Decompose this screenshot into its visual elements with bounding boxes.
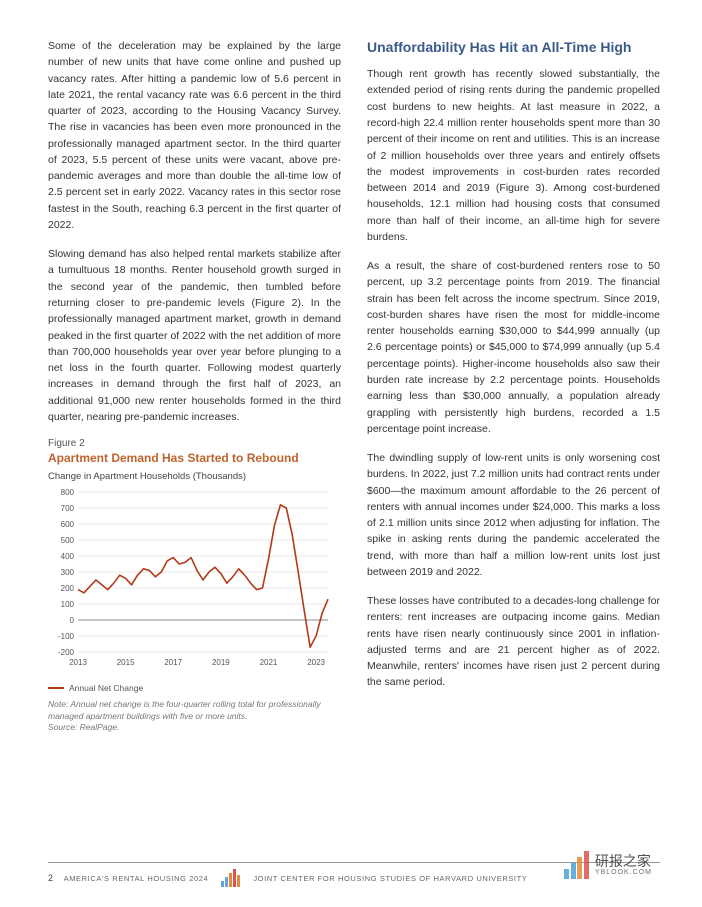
right-para-3: The dwindling supply of low-rent units i… xyxy=(367,450,660,580)
legend-swatch xyxy=(48,687,64,689)
svg-text:700: 700 xyxy=(61,504,75,513)
watermark-sub: YBLOOK.COM xyxy=(595,869,652,876)
figure-subtitle: Change in Apartment Households (Thousand… xyxy=(48,471,338,482)
watermark-bars-icon xyxy=(564,851,589,879)
svg-text:100: 100 xyxy=(61,600,75,609)
left-para-1: Some of the deceleration may be explaine… xyxy=(48,38,341,233)
svg-text:300: 300 xyxy=(61,568,75,577)
svg-text:2019: 2019 xyxy=(212,658,230,667)
svg-text:2015: 2015 xyxy=(117,658,135,667)
footer-bars-icon xyxy=(221,869,240,887)
figure-title: Apartment Demand Has Started to Rebound xyxy=(48,451,338,465)
footer-text-right: JOINT CENTER FOR HOUSING STUDIES OF HARV… xyxy=(253,874,527,883)
watermark-title: 研报之家 xyxy=(595,854,652,869)
right-para-2: As a result, the share of cost-burdened … xyxy=(367,258,660,437)
legend-text: Annual Net Change xyxy=(69,683,143,693)
svg-text:-100: -100 xyxy=(58,632,75,641)
right-para-4: These losses have contributed to a decad… xyxy=(367,593,660,691)
right-column: Unaffordability Has Hit an All-Time High… xyxy=(367,38,660,734)
footer-text-left: AMERICA'S RENTAL HOUSING 2024 xyxy=(64,874,209,883)
chart-source: Source: RealPage. xyxy=(48,722,338,733)
svg-text:400: 400 xyxy=(61,552,75,561)
figure-2: Figure 2 Apartment Demand Has Started to… xyxy=(48,438,338,733)
watermark: 研报之家 YBLOOK.COM xyxy=(564,851,652,879)
page-content: Some of the deceleration may be explaine… xyxy=(0,0,702,734)
chart-note: Note: Annual net change is the four-quar… xyxy=(48,699,338,722)
page-number: 2 xyxy=(48,873,54,883)
svg-text:2013: 2013 xyxy=(69,658,87,667)
svg-text:200: 200 xyxy=(61,584,75,593)
svg-text:0: 0 xyxy=(70,616,75,625)
svg-text:2023: 2023 xyxy=(307,658,325,667)
section-heading: Unaffordability Has Hit an All-Time High xyxy=(367,38,660,56)
svg-text:2021: 2021 xyxy=(260,658,278,667)
left-para-2: Slowing demand has also helped rental ma… xyxy=(48,246,341,425)
svg-text:800: 800 xyxy=(61,488,75,497)
svg-text:500: 500 xyxy=(61,536,75,545)
watermark-text-block: 研报之家 YBLOOK.COM xyxy=(595,854,652,876)
svg-text:-200: -200 xyxy=(58,648,75,657)
left-column: Some of the deceleration may be explaine… xyxy=(48,38,341,734)
figure-label: Figure 2 xyxy=(48,438,338,449)
line-chart: -200 -100 0 100 200 300 400 500 600 700 800 2013 201… xyxy=(48,486,338,674)
svg-text:600: 600 xyxy=(61,520,75,529)
chart-legend: Annual Net Change xyxy=(48,683,338,693)
right-para-1: Though rent growth has recently slowed s… xyxy=(367,66,660,245)
svg-text:2017: 2017 xyxy=(164,658,182,667)
